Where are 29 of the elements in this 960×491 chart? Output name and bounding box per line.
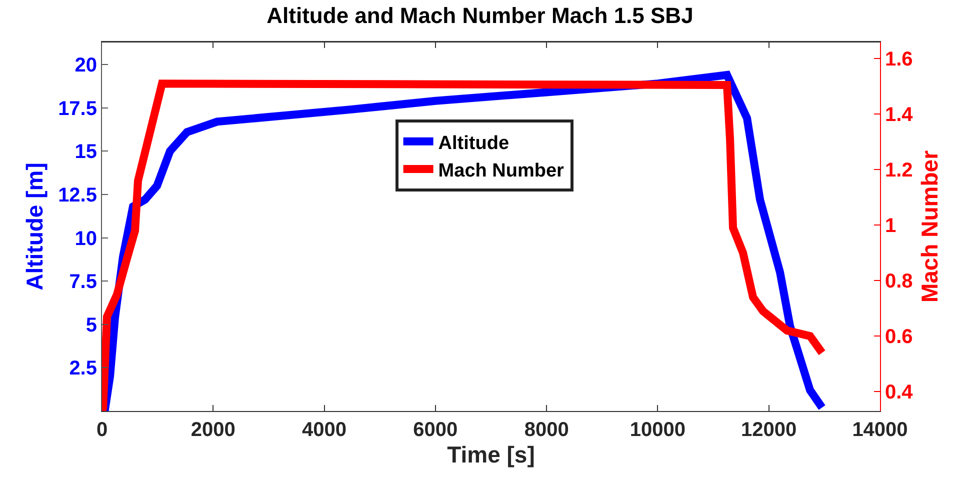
y-tick-label: 10 (74, 228, 97, 250)
x-tick-label: 8000 (524, 419, 569, 441)
y-tick-label: 15 (74, 141, 97, 164)
y2-tick-label: 1.2 (885, 160, 913, 182)
chart-title: Altitude and Mach Number Mach 1.5 SBJ (266, 2, 694, 28)
x-axis-title: Time [s] (447, 442, 535, 468)
y-tick-label: 2.5 (69, 358, 97, 380)
y-tick-label: 20 (74, 54, 97, 77)
x-tick-label: 14000 (852, 419, 908, 441)
y2-axis-title: Mach Number (916, 150, 942, 303)
y2-tick-label: 1 (885, 215, 896, 238)
y2-tick-label: 1.6 (885, 48, 913, 71)
y-tick-label: 5 (86, 314, 97, 336)
y2-tick-label: 0.8 (885, 270, 913, 293)
x-tick-label: 4000 (302, 419, 347, 441)
y-tick-label: 17.5 (58, 98, 97, 120)
legend-label: Altitude (438, 132, 510, 154)
y-tick-label: 12.5 (58, 184, 97, 206)
y2-tick-label: 1.4 (885, 104, 914, 126)
y-axis-title: Altitude [m] (22, 162, 48, 290)
y-tick-label: 7.5 (69, 271, 97, 294)
x-tick-label: 10000 (630, 419, 686, 441)
x-tick-label: 0 (96, 419, 108, 441)
legend-label: Mach Number (438, 160, 565, 182)
y2-tick-label: 0.4 (885, 382, 914, 404)
y2-tick-label: 0.6 (885, 326, 913, 348)
x-tick-label: 12000 (741, 419, 797, 441)
x-tick-label: 2000 (190, 419, 236, 441)
x-tick-label: 6000 (413, 419, 458, 441)
